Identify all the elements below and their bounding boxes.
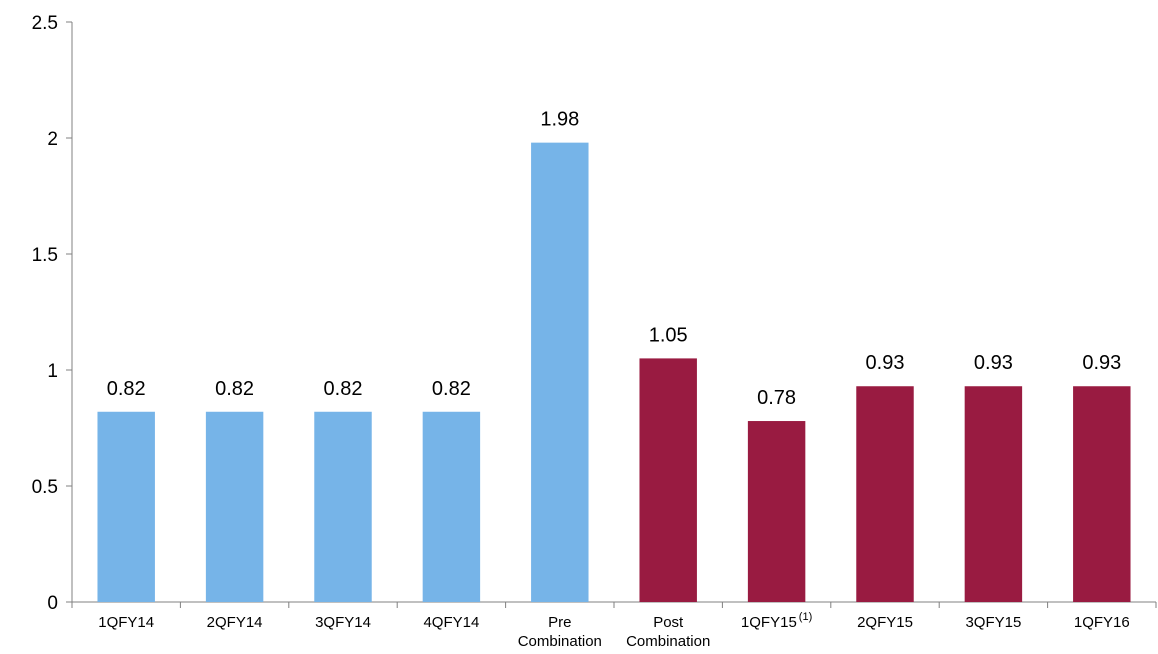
x-tick-label-text: 3QFY15 [965,614,1021,631]
x-tick-label: Combination [626,633,710,650]
bar [1073,386,1131,602]
footnote-marker: (1) [799,611,812,623]
bar [422,411,481,602]
x-axis [71,601,1157,608]
bar [747,421,806,602]
x-tick-label: 4QFY14 [423,614,479,631]
x-tick-labels: 1QFY14 2QFY14 3QFY14 4QFY14 Pre Combination Po… [98,611,1129,650]
y-tick-label: 0 [47,593,58,614]
bar [856,386,914,602]
x-tick-label-text: 2QFY15 [857,614,913,631]
x-tick-label-text: 1QFY14 [98,614,154,631]
bar [639,358,697,602]
x-tick-label-text: 1QFY15 [741,614,797,631]
x-tick-label: 1QFY14 [98,614,154,631]
bar [964,386,1023,602]
x-tick-label-text: 2QFY14 [207,614,263,631]
data-label: 1.05 [649,324,688,346]
x-tick-label: Combination [518,633,602,650]
x-tick-label-text: Post [653,614,684,631]
data-label: 1.98 [540,109,579,131]
x-tick-label-text: 4QFY14 [423,614,479,631]
bar [314,411,372,602]
y-tick-label: 1.5 [32,245,58,266]
data-label: 0.82 [324,378,363,400]
bar [531,142,589,602]
x-tick-label: 1QFY15 (1) [741,611,812,631]
y-tick-label: 0.5 [32,477,58,498]
bar [205,411,264,602]
x-tick-label-text: Combination [626,633,710,650]
data-label: 0.82 [215,378,254,400]
x-tick-label-text: 3QFY14 [315,614,371,631]
y-axis: 0 0.5 1 1.5 2 2.5 [32,13,73,614]
y-tick-label: 1 [47,361,58,382]
bar [97,411,155,602]
data-label: 0.82 [107,378,146,400]
x-tick-label: Pre [548,614,571,631]
bars [97,142,1131,602]
x-tick-label: 3QFY14 [315,614,371,631]
y-tick-label: 2.5 [32,13,58,34]
data-label: 0.78 [757,387,796,409]
x-tick-label: 3QFY15 [965,614,1021,631]
x-tick-label: 1QFY16 [1074,614,1130,631]
data-label: 0.93 [866,352,905,374]
y-tick-label: 2 [47,129,58,150]
x-tick-label: Post [653,614,684,631]
x-tick-label-text: 1QFY16 [1074,614,1130,631]
data-labels: 0.82 0.82 0.82 0.82 1.98 1.05 0.78 0.93 0.93 0.93 [107,109,1122,409]
data-label: 0.82 [432,378,471,400]
x-tick-label: 2QFY14 [207,614,263,631]
x-tick-label: 2QFY15 [857,614,913,631]
x-tick-label-text: Combination [518,633,602,650]
data-label: 0.93 [974,352,1013,374]
data-label: 0.93 [1082,352,1121,374]
x-tick-label-text: Pre [548,614,571,631]
